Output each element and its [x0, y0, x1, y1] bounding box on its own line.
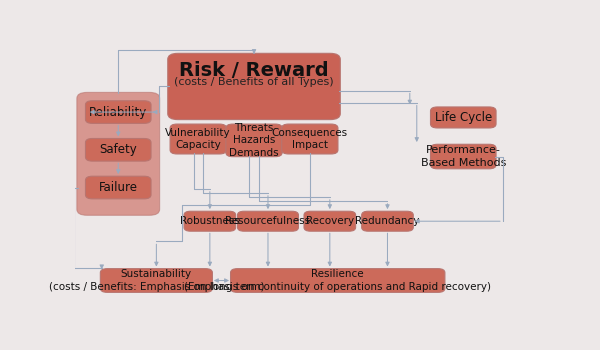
FancyBboxPatch shape	[226, 124, 282, 157]
Text: Redundancy: Redundancy	[355, 216, 419, 226]
Text: Resilience
(Emphasis on continuity of operations and Rapid recovery): Resilience (Emphasis on continuity of op…	[184, 269, 491, 292]
Text: (costs / Benefits of all Types): (costs / Benefits of all Types)	[174, 77, 334, 88]
Text: Safety: Safety	[100, 143, 137, 156]
Text: Vulnerability
Capacity: Vulnerability Capacity	[166, 128, 231, 150]
FancyBboxPatch shape	[362, 211, 413, 231]
Text: Resourcefulness: Resourcefulness	[226, 216, 311, 226]
FancyBboxPatch shape	[430, 144, 496, 169]
Text: Robustness: Robustness	[180, 216, 240, 226]
FancyBboxPatch shape	[85, 139, 151, 161]
FancyBboxPatch shape	[85, 101, 151, 124]
FancyBboxPatch shape	[281, 124, 338, 154]
FancyBboxPatch shape	[430, 107, 496, 128]
FancyBboxPatch shape	[85, 176, 151, 199]
FancyBboxPatch shape	[168, 53, 340, 120]
FancyBboxPatch shape	[100, 269, 212, 292]
FancyBboxPatch shape	[304, 211, 356, 231]
Text: Reliability: Reliability	[89, 106, 148, 119]
Text: Threats
Hazards
Demands: Threats Hazards Demands	[229, 123, 279, 158]
Text: Sustainability
(costs / Benefits: Emphasis on long term): Sustainability (costs / Benefits: Emphas…	[49, 269, 264, 292]
FancyBboxPatch shape	[170, 124, 226, 154]
Text: Recovery: Recovery	[306, 216, 354, 226]
Text: Risk / Reward: Risk / Reward	[179, 61, 329, 80]
Text: Failure: Failure	[99, 181, 138, 194]
FancyBboxPatch shape	[77, 92, 160, 215]
Text: Performance-
Based Methods: Performance- Based Methods	[421, 145, 506, 168]
FancyBboxPatch shape	[230, 269, 445, 292]
FancyBboxPatch shape	[238, 211, 298, 231]
FancyBboxPatch shape	[184, 211, 236, 231]
Text: Life Cycle: Life Cycle	[434, 111, 492, 124]
Text: Consequences
Impact: Consequences Impact	[272, 128, 348, 150]
